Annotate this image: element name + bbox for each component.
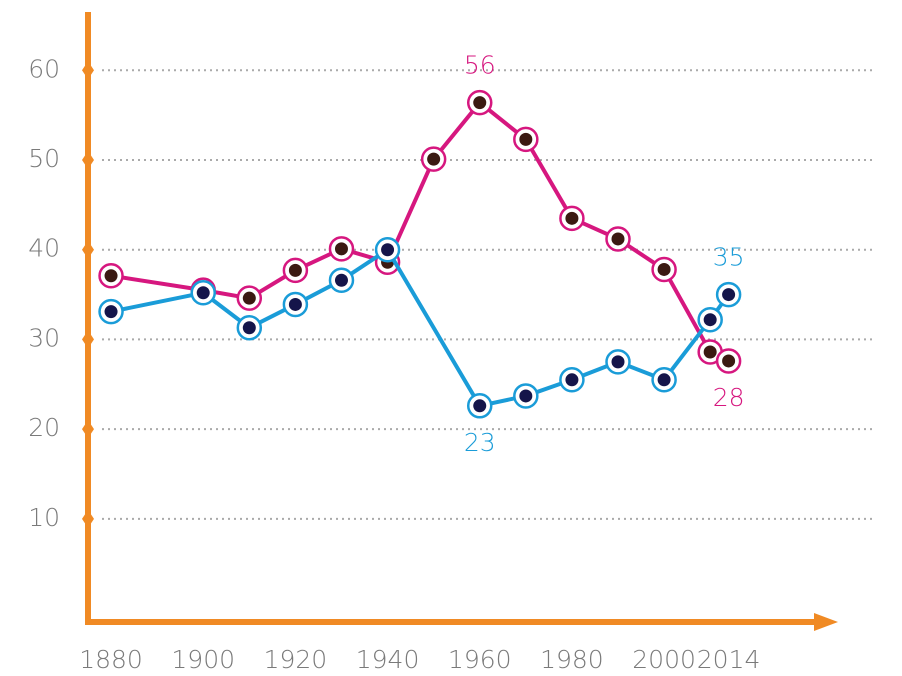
point (473, 399, 487, 413)
series-line (110, 247, 731, 408)
point (427, 152, 441, 166)
x-tick-label: 1960 (448, 645, 512, 674)
point (722, 288, 736, 302)
point (104, 305, 118, 319)
data-label: 23 (464, 428, 496, 457)
data-label: 28 (713, 383, 745, 412)
data-label: 35 (713, 243, 745, 272)
point (196, 286, 210, 300)
y-tick-mark (82, 330, 94, 349)
point (657, 262, 671, 276)
series-line (110, 100, 730, 363)
point (703, 345, 717, 359)
point (242, 321, 256, 335)
y-tick-label: 40 (28, 234, 60, 263)
y-tick-mark (82, 61, 94, 80)
y-tick-mark (82, 509, 94, 528)
y-tick-label: 60 (28, 54, 60, 83)
x-tick-label: 1980 (540, 645, 604, 674)
point (519, 389, 533, 403)
point (611, 355, 625, 369)
y-tick-label: 30 (28, 323, 60, 352)
x-tick-label: 2014 (697, 645, 761, 674)
x-tick-label: 1940 (356, 645, 420, 674)
point (288, 297, 302, 311)
point (381, 243, 395, 257)
point (288, 263, 302, 277)
point (722, 354, 736, 368)
y-tick-label: 10 (28, 503, 60, 532)
y-tick-mark (82, 240, 94, 259)
point (334, 242, 348, 256)
y-tick-mark (82, 151, 94, 170)
point (611, 232, 625, 246)
point (104, 269, 118, 283)
x-tick-label: 2000 (632, 645, 696, 674)
y-tick-label: 20 (28, 413, 60, 442)
point (565, 211, 579, 225)
x-tick-label: 1920 (264, 645, 328, 674)
y-tick-label: 50 (28, 144, 60, 173)
y-tick-mark (82, 420, 94, 439)
point (242, 291, 256, 305)
point (473, 96, 487, 110)
data-label: 56 (464, 51, 496, 80)
point (565, 373, 579, 387)
x-tick-label: 1880 (79, 645, 143, 674)
x-tick-label: 1900 (171, 645, 235, 674)
point (657, 373, 671, 387)
x-axis-arrow (814, 613, 838, 631)
point (334, 273, 348, 287)
point (703, 313, 717, 327)
point (519, 132, 533, 146)
